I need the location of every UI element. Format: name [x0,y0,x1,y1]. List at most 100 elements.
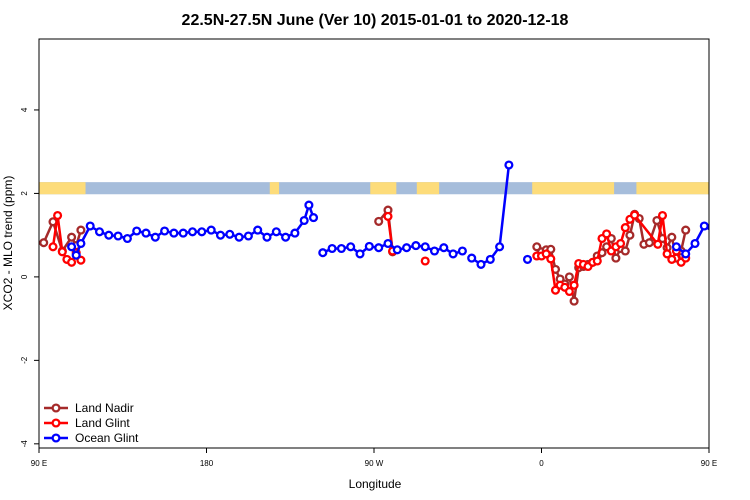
x-axis-label: Longitude [349,477,402,491]
data-point [104,230,114,240]
data-point [85,221,95,231]
series-land-glint [48,210,691,297]
legend-marker [51,418,61,428]
data-point [225,229,235,239]
data-point [53,210,63,221]
data-point [374,216,384,226]
series-line [322,242,463,256]
data-point [71,250,81,260]
data-point [243,231,253,241]
data-point [178,228,188,238]
data-point [392,245,402,255]
land-sea-band [39,182,709,195]
x-tick-label: 90 W [365,459,384,468]
data-point [215,230,226,240]
data-point [467,253,477,263]
data-point [620,246,630,256]
data-point [448,249,458,259]
land-band-segment [39,182,86,195]
data-point [67,257,77,267]
data-point [197,227,207,237]
y-tick-label: -2 [20,356,29,364]
legend-marker [51,403,61,413]
chart-title: 22.5N-27.5N June (Ver 10) 2015-01-01 to … [182,12,569,29]
data-point [429,246,440,256]
data-point [76,225,86,235]
data-point [611,253,621,263]
data-point [304,200,314,210]
plot-area [38,38,710,449]
y-axis: -4 -2 0 2 4 [20,107,39,447]
data-point [564,272,574,282]
legend-marker [51,433,61,443]
y-tick-label: 2 [20,191,29,196]
data-point [122,233,132,244]
data-point [355,249,365,259]
data-point [671,242,681,252]
data-point [662,249,672,259]
data-point [374,243,384,253]
data-point [57,247,67,257]
data-point [690,238,700,249]
data-point [271,227,281,237]
data-point [383,238,393,249]
data-point [336,243,346,254]
data-point [290,228,300,238]
data-point [327,243,337,254]
data-point [253,225,263,235]
y-tick-label: -4 [20,440,29,448]
data-point [160,226,170,236]
data-point [522,254,533,264]
data-point [411,241,421,251]
data-point [644,238,654,248]
land-band-segment [269,182,280,195]
data-point [667,254,677,264]
data-point [457,246,467,256]
series-layer [39,160,709,306]
data-point [699,221,709,231]
land-band-segment [532,182,615,195]
data-point [495,242,505,252]
data-point [67,242,77,252]
legend-label: Land Nadir [75,401,134,415]
data-point [657,210,668,221]
data-point [653,239,663,249]
data-point [141,228,151,238]
data-point [420,242,430,252]
data-point [150,232,160,242]
x-tick-label: 0 [539,459,544,468]
data-point [206,225,216,235]
y-tick-label: 4 [20,107,29,112]
series-ocean-glint [67,160,709,269]
data-point [504,160,514,170]
data-point [364,241,374,251]
data-point [402,243,412,253]
data-point [620,223,630,233]
data-point [67,232,77,242]
data-point [681,225,691,235]
x-tick-label: 90 E [701,459,717,468]
data-point [546,254,556,264]
legend-label: Ocean Glint [75,431,139,445]
data-point [616,238,626,249]
data-point [113,231,123,241]
data-point [485,254,495,264]
data-point [346,242,356,252]
data-point [48,242,58,252]
data-point [187,227,198,237]
land-band-segment [636,182,709,195]
data-point [420,256,430,266]
data-point [281,232,291,242]
y-tick-label: 0 [20,274,29,279]
x-tick-label: 180 [200,459,214,468]
x-axis: 90 E 180 90 W 0 90 E [31,448,717,468]
data-point [234,232,244,242]
data-point [383,211,393,221]
data-point [625,230,635,240]
data-point [169,228,179,238]
data-point [318,248,328,258]
data-point [667,232,677,242]
data-point [652,215,662,226]
